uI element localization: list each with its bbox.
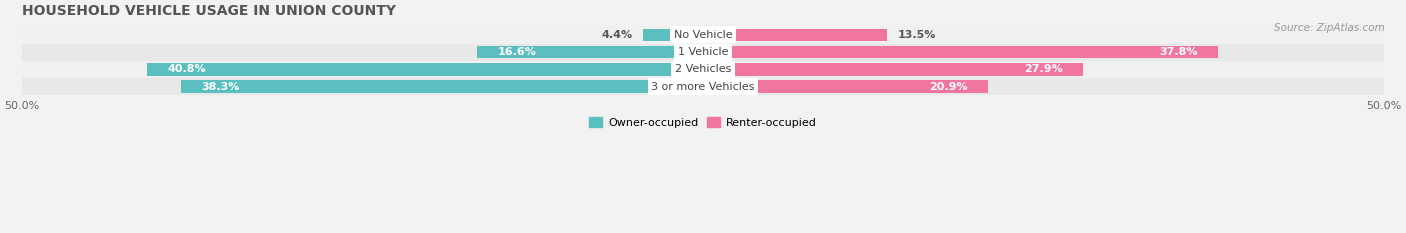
- Bar: [703, 80, 988, 93]
- Bar: [703, 46, 1218, 58]
- Text: 20.9%: 20.9%: [929, 82, 967, 92]
- Legend: Owner-occupied, Renter-occupied: Owner-occupied, Renter-occupied: [585, 113, 821, 132]
- Bar: [643, 29, 703, 41]
- Text: No Vehicle: No Vehicle: [673, 30, 733, 40]
- Bar: [181, 80, 703, 93]
- Text: 38.3%: 38.3%: [201, 82, 240, 92]
- Text: 1 Vehicle: 1 Vehicle: [678, 47, 728, 57]
- Text: 3 or more Vehicles: 3 or more Vehicles: [651, 82, 755, 92]
- Text: 37.8%: 37.8%: [1159, 47, 1198, 57]
- Text: 16.6%: 16.6%: [498, 47, 536, 57]
- Bar: [148, 63, 703, 75]
- Text: 27.9%: 27.9%: [1024, 64, 1063, 74]
- Text: 40.8%: 40.8%: [167, 64, 207, 74]
- Text: 13.5%: 13.5%: [898, 30, 936, 40]
- Bar: [703, 29, 887, 41]
- Text: Source: ZipAtlas.com: Source: ZipAtlas.com: [1274, 23, 1385, 33]
- Bar: [21, 61, 1385, 78]
- Bar: [477, 46, 703, 58]
- Bar: [703, 63, 1083, 75]
- Bar: [21, 78, 1385, 95]
- Text: 4.4%: 4.4%: [600, 30, 633, 40]
- Bar: [21, 44, 1385, 61]
- Text: 2 Vehicles: 2 Vehicles: [675, 64, 731, 74]
- Text: HOUSEHOLD VEHICLE USAGE IN UNION COUNTY: HOUSEHOLD VEHICLE USAGE IN UNION COUNTY: [21, 4, 396, 18]
- Bar: [21, 26, 1385, 44]
